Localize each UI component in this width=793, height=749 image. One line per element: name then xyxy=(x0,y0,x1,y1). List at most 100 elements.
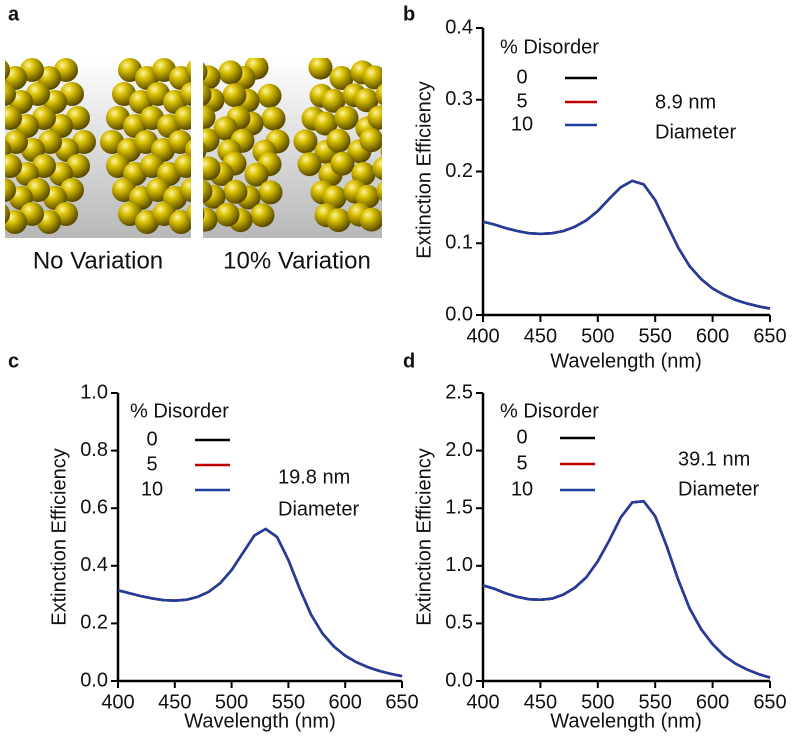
x-tick-label: 550 xyxy=(272,691,305,713)
data-line xyxy=(117,527,403,678)
sphere xyxy=(203,207,218,232)
sphere xyxy=(222,83,247,108)
sphere xyxy=(203,179,213,203)
sphere xyxy=(218,60,243,85)
y-tick-label: 0.0 xyxy=(80,669,108,691)
y-tick-label: 2.0 xyxy=(445,439,473,461)
sphere xyxy=(354,88,379,113)
sphere xyxy=(203,65,221,90)
sphere xyxy=(329,66,354,90)
data-line xyxy=(482,499,771,679)
legend-label: 10 xyxy=(141,478,163,500)
annotation: Diameter xyxy=(278,498,359,520)
sphere xyxy=(5,106,22,130)
sphere xyxy=(389,184,413,208)
x-tick-label: 600 xyxy=(696,691,729,713)
x-tick-label: 500 xyxy=(581,325,614,347)
x-axis-label: Wavelength (nm) xyxy=(550,350,702,372)
sphere xyxy=(376,181,382,202)
sphere xyxy=(372,156,382,181)
y-axis-label: Extinction Efficiency xyxy=(413,81,435,259)
annotation: Diameter xyxy=(655,121,736,143)
x-tick-label: 650 xyxy=(753,325,786,347)
sphere xyxy=(258,180,283,205)
sphere xyxy=(308,58,333,80)
sphere xyxy=(293,129,318,154)
sphere xyxy=(389,116,413,140)
sphere xyxy=(203,142,207,160)
x-tick-label: 600 xyxy=(696,325,729,347)
sphere xyxy=(5,82,16,106)
y-tick-label: 0.0 xyxy=(445,669,473,691)
sphere xyxy=(213,116,238,141)
annotation: 39.1 nm xyxy=(678,448,750,470)
sphere xyxy=(203,105,216,130)
y-tick-label: 0.8 xyxy=(80,439,108,461)
annotation: Diameter xyxy=(678,478,759,500)
sphere xyxy=(380,144,382,157)
x-tick-label: 650 xyxy=(385,691,418,713)
data-line xyxy=(482,179,771,310)
sphere xyxy=(321,88,346,113)
legend-label: 0 xyxy=(516,66,527,88)
y-tick-label: 0.4 xyxy=(80,554,108,576)
y-tick-label: 0.0 xyxy=(445,303,473,325)
sphere xyxy=(334,106,359,130)
x-tick-label: 450 xyxy=(524,691,557,713)
sphere xyxy=(174,154,191,178)
sphere xyxy=(244,162,269,187)
x-tick-label: 500 xyxy=(581,691,614,713)
annotation: 8.9 nm xyxy=(655,91,716,113)
legend-label: 5 xyxy=(146,453,157,475)
panel-label: b xyxy=(403,3,415,25)
sphere xyxy=(180,178,191,202)
legend-label: 5 xyxy=(516,452,527,474)
image-caption: 10% Variation xyxy=(223,247,371,274)
data-line xyxy=(117,527,403,678)
data-line xyxy=(482,179,771,310)
sphere xyxy=(180,82,191,106)
x-tick-label: 500 xyxy=(215,691,248,713)
sphere xyxy=(359,128,382,153)
sphere xyxy=(203,156,221,181)
x-tick-label: 400 xyxy=(466,691,499,713)
sphere xyxy=(186,60,191,80)
x-tick-label: 400 xyxy=(466,325,499,347)
nanoparticle-render xyxy=(0,58,191,234)
y-tick-label: 2.5 xyxy=(445,381,473,403)
y-tick-label: 1.0 xyxy=(80,381,108,403)
sphere xyxy=(174,106,191,130)
sphere xyxy=(261,106,286,131)
x-tick-label: 550 xyxy=(639,691,672,713)
data-line xyxy=(117,527,403,678)
sphere xyxy=(0,162,5,186)
sphere xyxy=(186,204,191,224)
y-tick-label: 0.2 xyxy=(80,612,108,634)
sphere xyxy=(257,83,282,108)
sphere xyxy=(5,210,27,234)
sphere xyxy=(359,207,382,232)
x-tick-label: 600 xyxy=(329,691,362,713)
y-tick-label: 0.3 xyxy=(445,88,473,110)
sphere xyxy=(5,154,22,178)
sphere xyxy=(384,60,408,84)
panel-label: c xyxy=(8,350,19,372)
sphere xyxy=(330,151,355,176)
panel-label: d xyxy=(403,350,415,372)
sphere xyxy=(250,203,275,228)
sphere xyxy=(5,204,10,224)
x-tick-label: 650 xyxy=(753,691,786,713)
sphere xyxy=(223,179,248,204)
sphere xyxy=(385,161,409,185)
x-tick-label: 550 xyxy=(639,325,672,347)
sphere xyxy=(367,105,382,130)
sphere xyxy=(5,60,10,80)
sphere xyxy=(297,152,322,177)
legend-label: 0 xyxy=(516,426,527,448)
sphere xyxy=(203,128,220,153)
y-tick-label: 0.6 xyxy=(80,496,108,518)
sphere xyxy=(203,83,212,107)
y-axis-label: Extinction Efficiency xyxy=(48,448,70,626)
y-tick-label: 0.2 xyxy=(445,160,473,182)
legend-label: 5 xyxy=(516,90,527,112)
